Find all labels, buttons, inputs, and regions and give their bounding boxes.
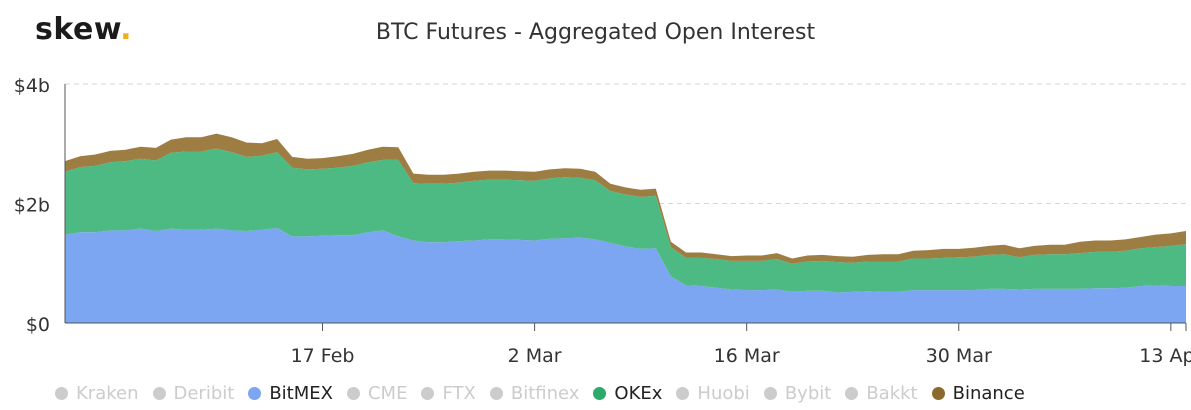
legend-item-bakkt[interactable]: Bakkt <box>845 382 918 404</box>
legend-dot-icon <box>845 386 859 400</box>
legend-label-kraken: Kraken <box>76 382 139 404</box>
logo-dot: . <box>120 12 133 47</box>
area-bitmex <box>65 228 1186 323</box>
legend-label-cme: CME <box>367 382 408 404</box>
chart-title: BTC Futures - Aggregated Open Interest <box>375 20 816 45</box>
legend-label-bitfinex: Bitfinex <box>510 382 580 404</box>
legend-item-bybit[interactable]: Bybit <box>763 382 832 404</box>
legend-item-binance[interactable]: Binance <box>931 382 1025 404</box>
chart-legend: Kraken Deribit BitMEX CME FTX Bitfinex OKEx Huo… <box>55 381 1039 405</box>
logo-text: skew <box>35 12 121 47</box>
area-okex <box>65 148 1186 293</box>
legend-item-bitmex[interactable]: BitMEX <box>248 383 333 404</box>
legend-dot-icon <box>676 386 690 400</box>
x-tick-label-1: 2 Mar <box>508 345 562 367</box>
legend-item-ftx[interactable]: FTX <box>421 382 476 404</box>
legend-dot-icon <box>489 386 503 400</box>
legend-item-huobi[interactable]: Huobi <box>676 382 750 404</box>
legend-item-cme[interactable]: CME <box>346 382 408 404</box>
legend-label-ftx: FTX <box>442 382 476 404</box>
open-interest-chart: $0 $2b $4b 17 Feb 2 Mar 16 Mar 30 Mar 13 Apr <box>14 75 1191 367</box>
legend-label-huobi: Huobi <box>697 382 750 404</box>
x-tick-label-3: 30 Mar <box>926 345 992 367</box>
legend-dot-icon <box>593 386 607 400</box>
legend-dot-icon <box>421 386 435 400</box>
skew-logo: skew. <box>35 12 132 47</box>
legend-label-bybit: Bybit <box>784 382 832 404</box>
legend-label-bakkt: Bakkt <box>866 382 918 404</box>
legend-label-okex: OKEx <box>614 382 663 404</box>
legend-dot-icon <box>763 386 777 400</box>
legend-item-okex[interactable]: OKEx <box>593 383 662 404</box>
area-binance <box>65 133 1186 264</box>
legend-label-bitmex: BitMEX <box>269 382 333 404</box>
legend-label-deribit: Deribit <box>173 382 235 404</box>
legend-dot-icon <box>931 386 945 400</box>
legend-dot-icon <box>55 386 68 400</box>
y-tick-label-2: $4b <box>14 75 50 97</box>
legend-item-kraken[interactable]: Kraken <box>55 383 139 404</box>
x-tick-label-0: 17 Feb <box>291 345 355 367</box>
x-tick-label-2: 16 Mar <box>714 345 780 367</box>
y-tick-label-0: $0 <box>26 314 50 336</box>
y-tick-label-1: $2b <box>14 195 50 217</box>
x-tick-label-4: 13 Apr <box>1139 345 1191 367</box>
legend-dot-icon <box>248 386 262 400</box>
legend-item-deribit[interactable]: Deribit <box>152 382 235 404</box>
legend-dot-icon <box>346 386 360 400</box>
legend-label-binance: Binance <box>952 382 1025 404</box>
legend-item-bitfinex[interactable]: Bitfinex <box>489 382 580 404</box>
legend-dot-icon <box>152 386 166 400</box>
